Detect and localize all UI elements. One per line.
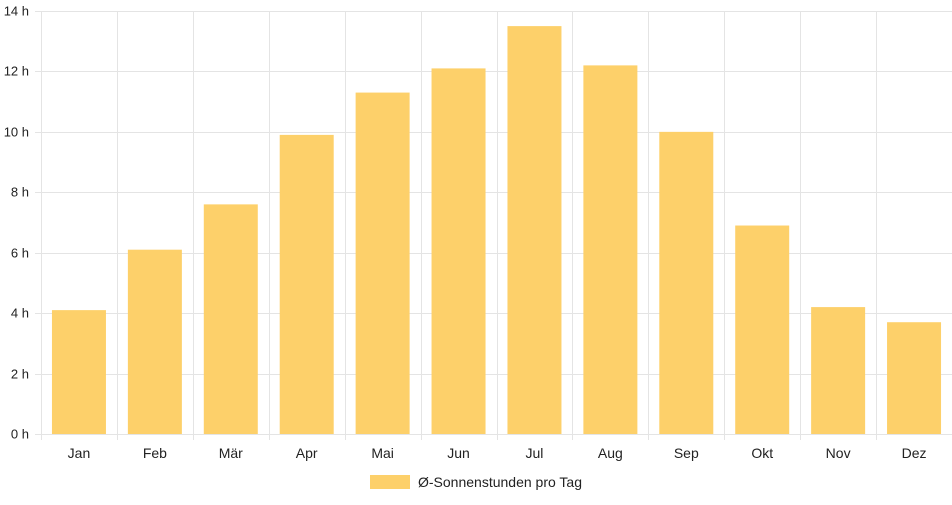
x-tick-label: Okt: [751, 445, 773, 461]
x-tick-label: Jul: [526, 445, 544, 461]
x-tick-label: Feb: [143, 445, 167, 461]
y-axis-ticks: 0 h 2 h 4 h 6 h 8 h 10 h 12 h 14 h: [4, 4, 29, 442]
grid-lines: [35, 11, 952, 440]
bar-nov[interactable]: [811, 307, 866, 434]
bar-jan[interactable]: [51, 310, 106, 434]
y-tick-label: 8 h: [11, 185, 29, 200]
bar-jun[interactable]: [431, 68, 486, 435]
y-tick-label: 12 h: [4, 64, 29, 79]
y-tick-label: 4 h: [11, 306, 29, 321]
bar-jul[interactable]: [507, 26, 562, 434]
bar-dez[interactable]: [887, 322, 942, 434]
bar-sep[interactable]: [659, 131, 714, 434]
bar-mai[interactable]: [355, 92, 410, 434]
x-tick-label: Mär: [219, 445, 243, 461]
x-axis-ticks: Jan Feb Mär Apr Mai Jun Jul Aug Sep Okt Nov Dez: [68, 445, 927, 461]
y-tick-label: 10 h: [4, 125, 29, 140]
x-tick-label: Mai: [371, 445, 394, 461]
y-tick-label: 2 h: [11, 367, 29, 382]
x-tick-label: Dez: [902, 445, 927, 461]
bar-feb[interactable]: [127, 249, 182, 434]
x-tick-label: Apr: [296, 445, 318, 461]
x-tick-label: Nov: [826, 445, 851, 461]
bar-apr[interactable]: [279, 134, 334, 434]
x-tick-label: Jun: [447, 445, 470, 461]
y-tick-label: 6 h: [11, 246, 29, 261]
legend-label[interactable]: Ø-Sonnenstunden pro Tag: [418, 474, 582, 490]
y-tick-label: 14 h: [4, 4, 29, 19]
bars: [51, 26, 942, 435]
bar-mär[interactable]: [203, 204, 258, 434]
bar-aug[interactable]: [583, 65, 638, 434]
x-tick-label: Jan: [68, 445, 91, 461]
legend[interactable]: Ø-Sonnenstunden pro Tag: [370, 474, 582, 490]
bar-okt[interactable]: [735, 225, 790, 434]
x-tick-label: Sep: [674, 445, 699, 461]
legend-swatch[interactable]: [370, 475, 410, 489]
y-tick-label: 0 h: [11, 427, 29, 442]
x-tick-label: Aug: [598, 445, 623, 461]
